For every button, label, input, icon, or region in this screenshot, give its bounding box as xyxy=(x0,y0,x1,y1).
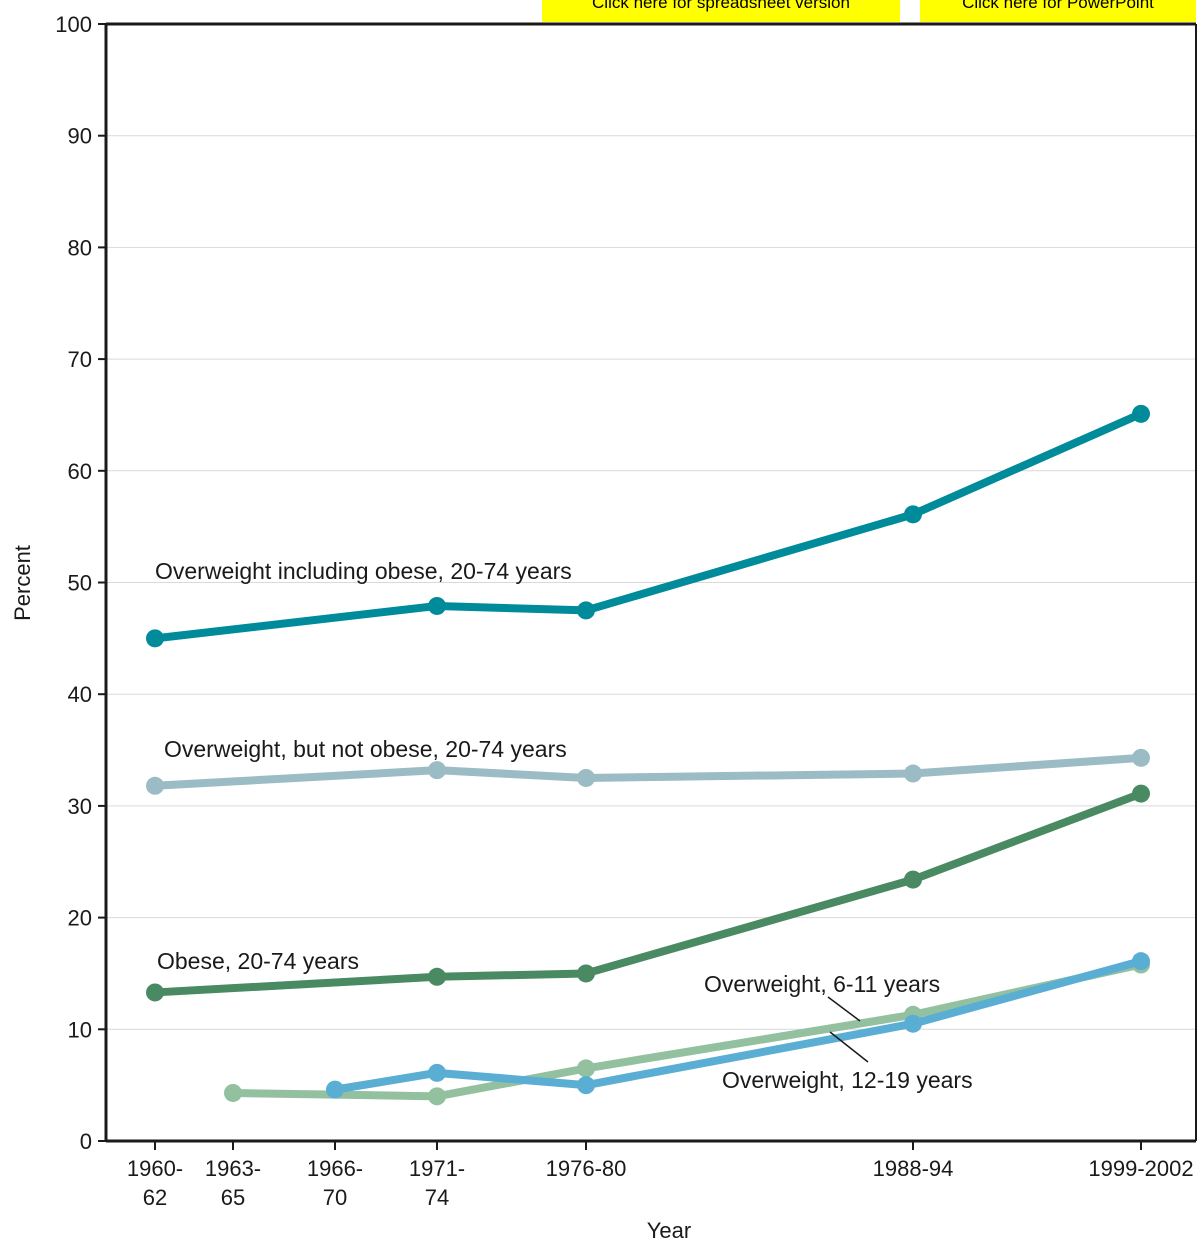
series-line xyxy=(151,753,1145,790)
data-point xyxy=(428,761,446,780)
series-group xyxy=(146,404,1150,1106)
data-point xyxy=(904,505,922,524)
x-tick-label: 1999-2002 xyxy=(1088,1156,1193,1181)
data-point xyxy=(1132,952,1150,971)
spreadsheet-version-label: Click here for spreadsheet version xyxy=(592,0,850,12)
x-tick-label: 1966- xyxy=(307,1156,363,1181)
y-tick-label: 80 xyxy=(68,235,92,260)
x-tick-label: 65 xyxy=(221,1185,245,1210)
series-label: Overweight, but not obese, 20-74 years xyxy=(164,736,567,762)
series-label: Overweight, 6-11 years xyxy=(704,971,940,997)
powerpoint-button[interactable]: Click here for PowerPoint xyxy=(920,0,1196,22)
y-tick-label: 50 xyxy=(68,571,92,596)
y-axis-title: Percent xyxy=(10,545,35,621)
x-tick-label: 1963- xyxy=(205,1156,261,1181)
data-point xyxy=(577,601,595,620)
y-tick-label: 60 xyxy=(68,459,92,484)
leader-line xyxy=(827,996,861,1022)
data-point xyxy=(224,1083,242,1102)
powerpoint-label: Click here for PowerPoint xyxy=(962,0,1154,12)
x-axis-title: Year xyxy=(647,1218,691,1241)
y-tick-label: 70 xyxy=(68,347,92,372)
y-axis-ticks: 0 10 20 30 40 50 60 70 80 90 100 xyxy=(55,12,106,1154)
series-annotations: Overweight including obese, 20-74 years O… xyxy=(155,558,973,1093)
y-tick-label: 90 xyxy=(68,124,92,149)
x-tick-label: 62 xyxy=(143,1185,167,1210)
data-point xyxy=(146,776,164,795)
x-tick-label: 74 xyxy=(425,1185,449,1210)
x-axis-ticks: 1960- 62 1963- 65 1966- 70 1971- 74 1976-80 1988-… xyxy=(127,1141,1194,1210)
series-label: Overweight, 12-19 years xyxy=(722,1067,973,1093)
x-tick-label: 1988-94 xyxy=(873,1156,954,1181)
data-point xyxy=(428,596,446,615)
data-point xyxy=(904,1014,922,1033)
series-label: Obese, 20-74 years xyxy=(157,948,359,974)
y-tick-label: 20 xyxy=(68,906,92,931)
data-point xyxy=(904,764,922,783)
y-tick-label: 30 xyxy=(68,794,92,819)
series-label: Overweight including obese, 20-74 years xyxy=(155,558,572,584)
data-point xyxy=(577,768,595,787)
data-point xyxy=(146,983,164,1002)
data-point xyxy=(577,1076,595,1095)
data-point xyxy=(428,1063,446,1082)
data-point xyxy=(577,964,595,983)
data-point xyxy=(428,1087,446,1106)
data-point xyxy=(146,629,164,648)
y-tick-label: 0 xyxy=(80,1129,92,1154)
x-tick-label: 1971- xyxy=(409,1156,465,1181)
y-tick-label: 40 xyxy=(68,682,92,707)
data-point xyxy=(428,967,446,986)
data-point xyxy=(1132,748,1150,767)
x-tick-label: 70 xyxy=(323,1185,347,1210)
series-line xyxy=(151,409,1145,643)
data-point xyxy=(1132,404,1150,423)
data-point xyxy=(1132,784,1150,803)
y-tick-label: 100 xyxy=(55,12,92,37)
data-point xyxy=(326,1080,344,1099)
x-tick-label: 1976-80 xyxy=(546,1156,627,1181)
y-tick-label: 10 xyxy=(68,1017,92,1042)
data-point xyxy=(904,870,922,889)
spreadsheet-version-button[interactable]: Click here for spreadsheet version xyxy=(542,0,900,22)
x-tick-label: 1960- xyxy=(127,1156,183,1181)
data-point xyxy=(577,1059,595,1078)
leader-line xyxy=(829,1031,869,1063)
